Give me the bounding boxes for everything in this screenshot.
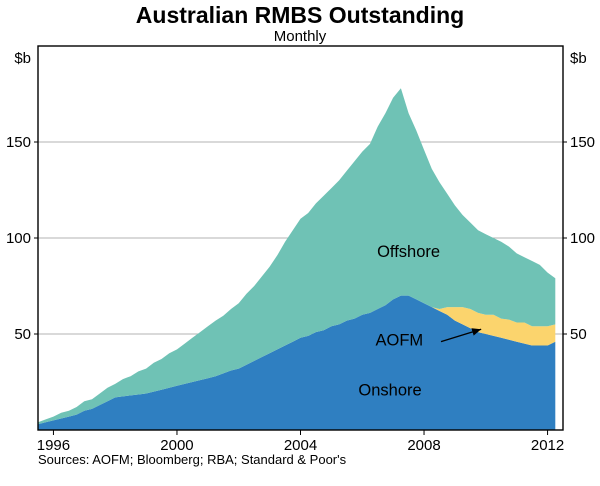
x-tick-label: 2012 bbox=[531, 437, 564, 454]
annotation-arrow-aofm bbox=[440, 328, 482, 343]
annotation-aofm: AOFM bbox=[375, 332, 423, 350]
y-tick-label-left: 100 bbox=[6, 230, 31, 247]
y-tick-label-right: 50 bbox=[570, 326, 587, 343]
y-tick-label-left: 150 bbox=[6, 134, 31, 151]
y-tick-label-right: 150 bbox=[570, 134, 595, 151]
right-axis-unit: $b bbox=[570, 50, 587, 67]
chart-title: Australian RMBS Outstanding bbox=[135, 2, 465, 28]
y-tick-label-left: 50 bbox=[14, 326, 31, 343]
y-tick-label-right: 100 bbox=[570, 230, 595, 247]
chart-subtitle: Monthly bbox=[273, 28, 327, 45]
annotation-onshore: Onshore bbox=[358, 381, 421, 399]
left-axis-unit: $b bbox=[14, 50, 31, 67]
chart-sources: Sources: AOFM; Bloomberg; RBA; Standard … bbox=[38, 452, 347, 467]
x-tick-label: 2000 bbox=[160, 437, 193, 454]
x-tick-label: 2004 bbox=[284, 437, 317, 454]
x-tick-label: 1996 bbox=[37, 437, 70, 454]
annotation-offshore: Offshore bbox=[377, 243, 440, 261]
area-offshore bbox=[38, 88, 556, 425]
x-tick-label: 2008 bbox=[407, 437, 440, 454]
area-onshore bbox=[38, 295, 556, 430]
